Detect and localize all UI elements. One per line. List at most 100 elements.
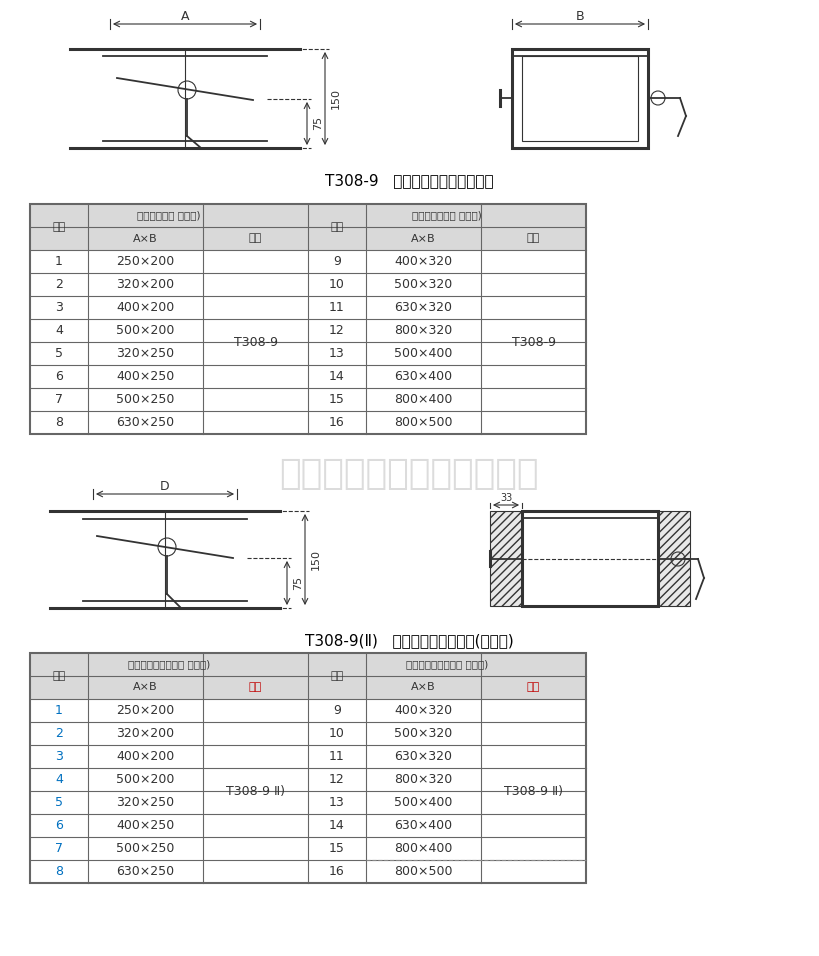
Text: 150: 150	[331, 88, 341, 108]
Text: 1: 1	[55, 255, 63, 268]
Text: T308-9: T308-9	[512, 336, 555, 349]
Text: 8: 8	[55, 416, 63, 429]
Text: 400×250: 400×250	[116, 819, 174, 832]
Text: 3: 3	[55, 301, 63, 314]
Text: 800×500: 800×500	[394, 416, 453, 429]
Text: 500×400: 500×400	[394, 796, 453, 809]
Bar	[30, 653, 586, 676]
Text: 630×320: 630×320	[395, 301, 453, 314]
Text: 800×400: 800×400	[394, 393, 453, 406]
Text: 320×200: 320×200	[116, 278, 174, 291]
Text: 320×250: 320×250	[116, 796, 174, 809]
Text: 矩方形钢制蝶阀 手柄式): 矩方形钢制蝶阀 手柄式)	[412, 210, 482, 221]
Text: 7: 7	[55, 393, 63, 406]
Text: 9: 9	[333, 704, 341, 717]
Text: 16: 16	[329, 416, 345, 429]
Text: 图号: 图号	[249, 683, 262, 692]
Text: 5: 5	[55, 796, 63, 809]
Text: 75: 75	[313, 116, 323, 130]
Text: 800×320: 800×320	[395, 324, 453, 337]
Text: 5: 5	[55, 347, 63, 360]
Text: D: D	[161, 480, 170, 492]
Text: 11: 11	[329, 301, 345, 314]
Text: 12: 12	[329, 324, 345, 337]
Text: 2: 2	[55, 727, 63, 740]
Bar	[30, 204, 586, 227]
Text: 75: 75	[293, 576, 303, 590]
Text: 150: 150	[311, 549, 321, 570]
Text: 250×200: 250×200	[116, 704, 174, 717]
Text: 矩形钢制蝶阀 手柄式): 矩形钢制蝶阀 手柄式)	[138, 210, 201, 221]
Bar	[522, 56, 638, 141]
Text: 630×400: 630×400	[395, 819, 453, 832]
Text: 400×320: 400×320	[395, 704, 453, 717]
Text: 500×200: 500×200	[116, 773, 174, 786]
Text: 630×250: 630×250	[116, 416, 174, 429]
Text: B: B	[576, 10, 584, 23]
Text: 500×200: 500×200	[116, 324, 174, 337]
Text: 序号: 序号	[52, 671, 66, 681]
Text: 13: 13	[329, 347, 345, 360]
Bar	[490, 511, 522, 606]
Text: 8: 8	[55, 865, 63, 878]
Text: 序号: 序号	[330, 671, 344, 681]
Text: 13: 13	[329, 796, 345, 809]
Text: 500×320: 500×320	[395, 727, 453, 740]
Text: 15: 15	[329, 842, 345, 855]
Text: A×B: A×B	[411, 233, 436, 244]
Text: 4: 4	[55, 773, 63, 786]
Text: 保温型矩形钢制蝶阀 手柄式): 保温型矩形钢制蝶阀 手柄式)	[128, 660, 210, 669]
Text: 2: 2	[55, 278, 63, 291]
Text: 7: 7	[55, 842, 63, 855]
Text: 630×400: 630×400	[395, 370, 453, 383]
Bar	[30, 227, 586, 250]
Text: 4: 4	[55, 324, 63, 337]
Text: T308-9: T308-9	[233, 336, 278, 349]
Text: 320×250: 320×250	[116, 347, 174, 360]
Text: 630×320: 630×320	[395, 750, 453, 763]
Text: 10: 10	[329, 278, 345, 291]
Text: 保温型矩形钢制蝶阀 手柄式): 保温型矩形钢制蝶阀 手柄式)	[406, 660, 488, 669]
Bar	[522, 511, 658, 606]
Text: 12: 12	[329, 773, 345, 786]
Bar	[30, 204, 586, 434]
Text: 3: 3	[55, 750, 63, 763]
Bar	[30, 676, 586, 699]
Text: 800×400: 800×400	[394, 842, 453, 855]
Text: T308-9 Ⅱ): T308-9 Ⅱ)	[504, 785, 563, 797]
Text: 序号: 序号	[52, 222, 66, 232]
Text: 400×200: 400×200	[116, 301, 174, 314]
Text: T308-9(Ⅱ)   保温型矩形钢制蝶阀(手柄式): T308-9(Ⅱ) 保温型矩形钢制蝶阀(手柄式)	[305, 634, 514, 648]
Text: 16: 16	[329, 865, 345, 878]
Text: 500×250: 500×250	[116, 842, 174, 855]
Text: 14: 14	[329, 819, 345, 832]
Text: 6: 6	[55, 370, 63, 383]
Text: 500×320: 500×320	[395, 278, 453, 291]
Text: 9: 9	[333, 255, 341, 268]
Text: 图号: 图号	[527, 233, 540, 244]
Text: 图号: 图号	[527, 683, 540, 692]
Text: 14: 14	[329, 370, 345, 383]
Text: 800×320: 800×320	[395, 773, 453, 786]
Text: 320×200: 320×200	[116, 727, 174, 740]
Text: 6: 6	[55, 819, 63, 832]
Text: 400×320: 400×320	[395, 255, 453, 268]
Text: A×B: A×B	[133, 233, 158, 244]
Text: 图号: 图号	[249, 233, 262, 244]
Bar	[658, 511, 690, 606]
Bar	[512, 49, 648, 148]
Text: 10: 10	[329, 727, 345, 740]
Text: 序号: 序号	[330, 222, 344, 232]
Text: 500×400: 500×400	[394, 347, 453, 360]
Text: 500×250: 500×250	[116, 393, 174, 406]
Text: 800×500: 800×500	[394, 865, 453, 878]
Text: 33: 33	[500, 493, 512, 503]
Text: 400×200: 400×200	[116, 750, 174, 763]
Text: 400×250: 400×250	[116, 370, 174, 383]
Text: A: A	[181, 10, 189, 23]
Text: 山东旻泽空调设备有限公司: 山东旻泽空调设备有限公司	[279, 457, 539, 491]
Text: 15: 15	[329, 393, 345, 406]
Text: A×B: A×B	[411, 683, 436, 692]
Text: T308-9   矩形钢制蝶阀（手柄式）: T308-9 矩形钢制蝶阀（手柄式）	[324, 173, 493, 188]
Text: 250×200: 250×200	[116, 255, 174, 268]
